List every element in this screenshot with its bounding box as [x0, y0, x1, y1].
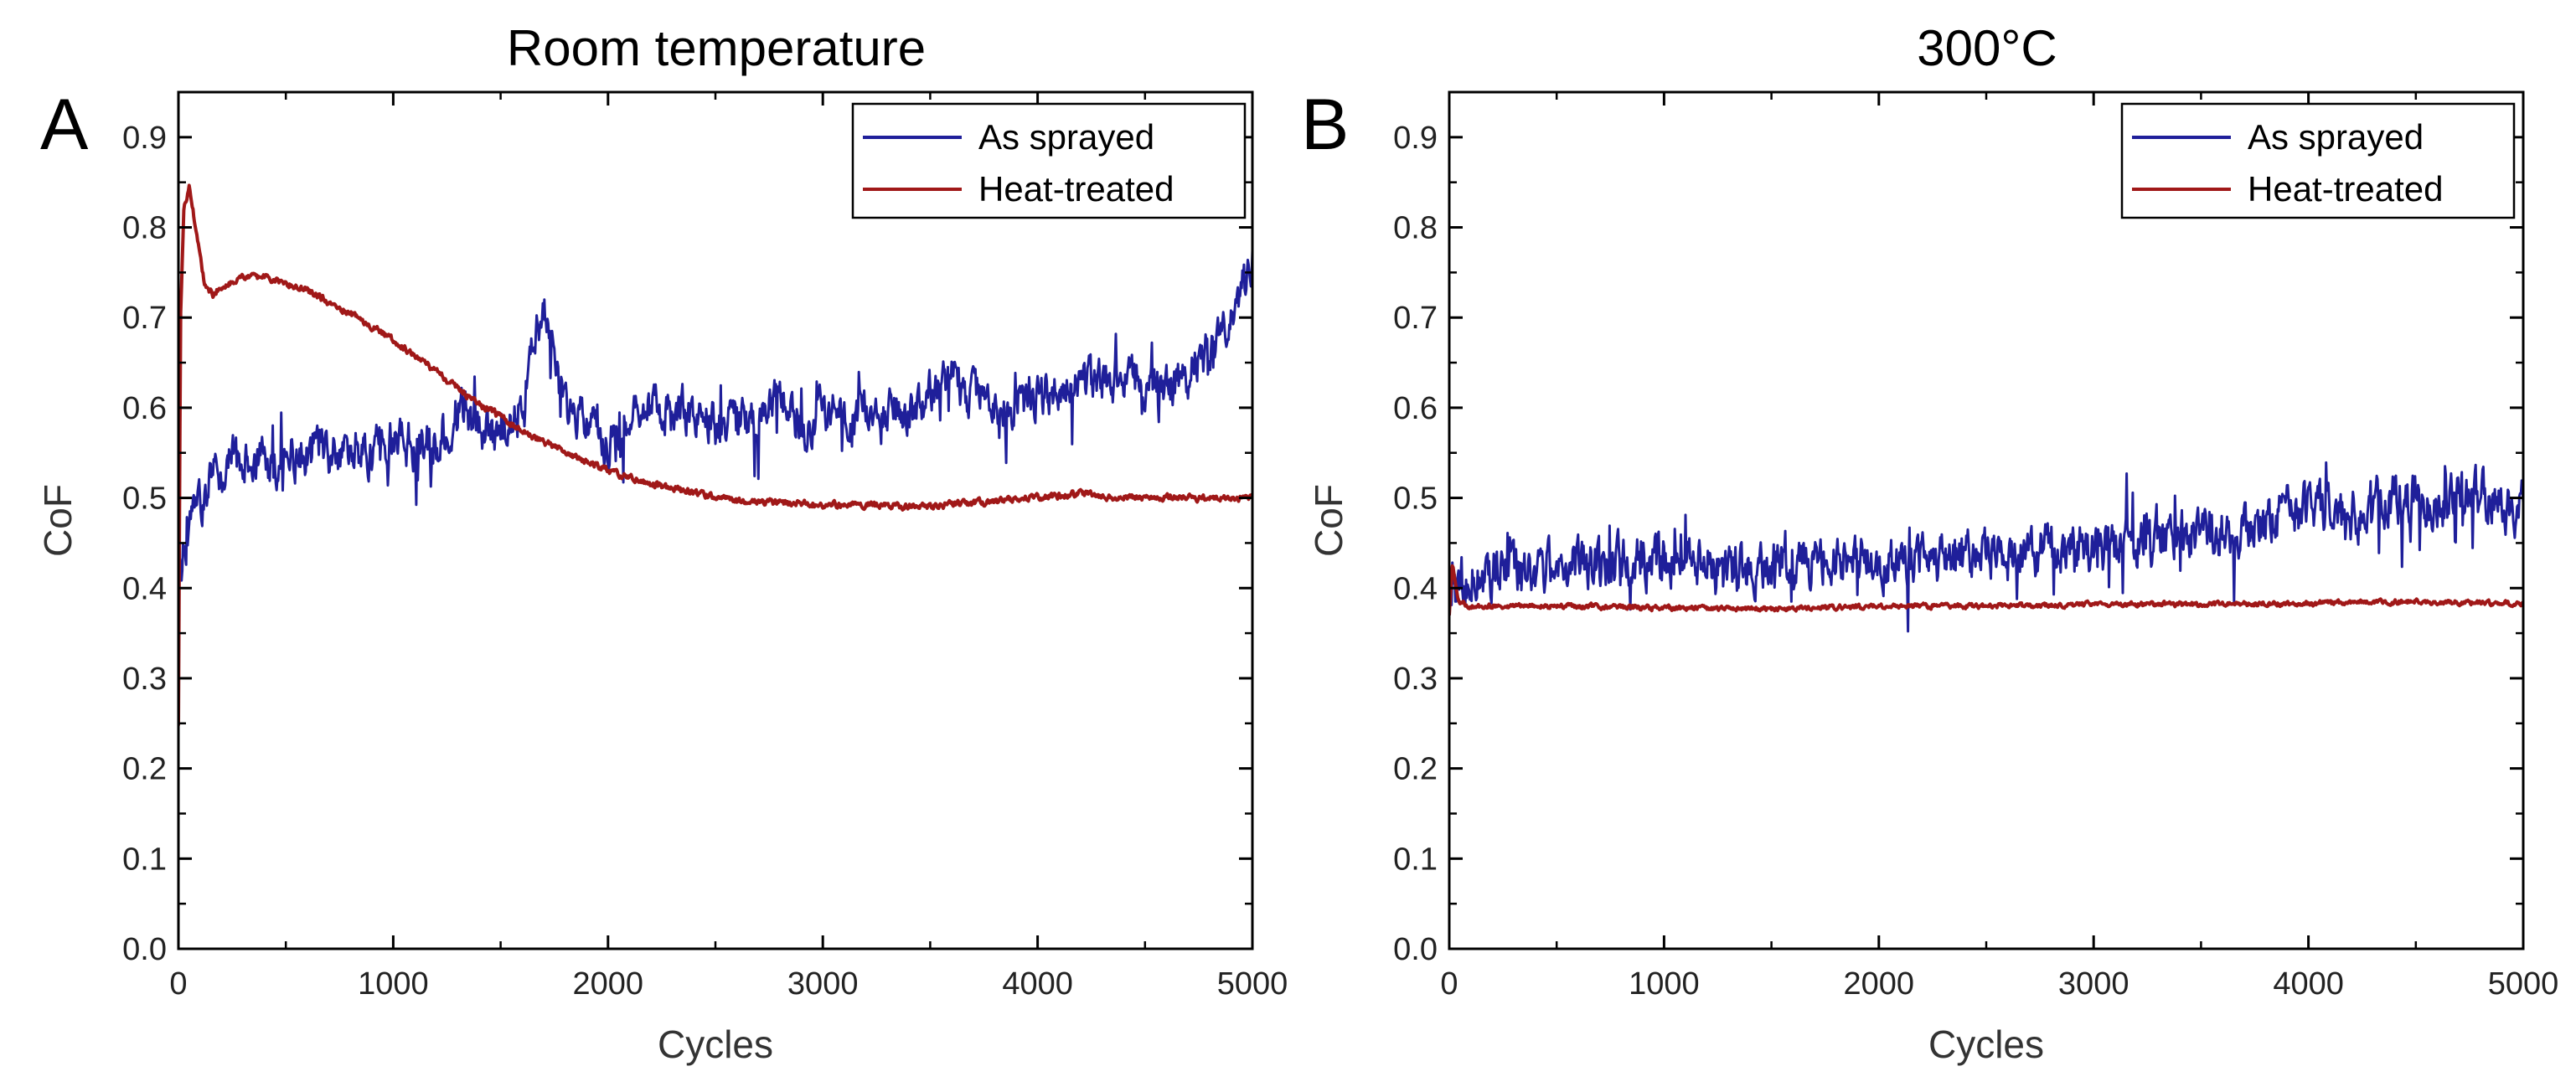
panel-a-x-tick-label: 2000: [573, 966, 644, 1002]
panel-b-legend-box: [2120, 102, 2516, 219]
panel-a-legend: As sprayed Heat-treated: [851, 102, 1247, 219]
panel-a-y-tick-label: 0.4: [122, 571, 167, 606]
panel-a-y-axis-title: CoF: [36, 484, 80, 557]
panel-b-x-tick-label: 5000: [2488, 966, 2559, 1002]
panel-a-y-tick-label: 0.1: [122, 842, 167, 877]
panel-b-series-heat-treated-line: [1449, 564, 2523, 616]
panel-a-legend-label-heat-treated: Heat-treated: [978, 169, 1174, 209]
panel-a-series-as-sprayed-line: [178, 250, 1252, 613]
panel-b-legend-label-as-sprayed: As sprayed: [2248, 117, 2424, 157]
panel-b-x-tick-label: 4000: [2273, 966, 2344, 1002]
panel-a-legend-box: [851, 102, 1247, 219]
panel-a-x-axis-title: Cycles: [658, 1022, 773, 1066]
panel-a-letter: A: [40, 85, 89, 165]
panel-b-y-tick-label: 0.1: [1393, 842, 1438, 877]
panel-b-y-tick-label: 0.6: [1393, 391, 1438, 426]
panel-a-y-tick-label: 0.3: [122, 662, 167, 697]
panel-a-title: Room temperature: [507, 20, 926, 76]
panel-b-y-tick-label: 0.0: [1393, 932, 1438, 967]
panel-b-title: 300°C: [1917, 20, 2057, 76]
panel-a-series-heat-treated-line: [178, 183, 1252, 726]
panel-a-y-tick-label: 0.0: [122, 932, 167, 967]
panel-a-x-tick-label: 0: [169, 966, 187, 1002]
panel-b-y-tick-label: 0.3: [1393, 662, 1438, 697]
panel-a-y-tick-label: 0.8: [122, 211, 167, 246]
panel-b: 300°C B 0 1000 2000 3000 4000 5000 0.0 0.1 0.2 0.3 0…: [1301, 20, 2558, 1066]
panel-b-x-tick-label: 3000: [2058, 966, 2129, 1002]
panel-a-x-tick-label: 1000: [358, 966, 429, 1002]
panel-b-y-tick-label: 0.8: [1393, 211, 1438, 246]
panel-a-y-tick-label: 0.2: [122, 752, 167, 787]
panel-b-y-tick-label: 0.4: [1393, 571, 1438, 606]
panel-b-letter: B: [1301, 85, 1349, 165]
panel-a-x-tick-label: 5000: [1217, 966, 1288, 1002]
panel-a-plot-frame: [177, 90, 1254, 950]
panel-a-x-tick-label: 3000: [787, 966, 859, 1002]
panel-b-x-tick-label: 0: [1440, 966, 1458, 1002]
panel-a-legend-label-as-sprayed: As sprayed: [978, 117, 1154, 157]
panel-a-y-tick-label: 0.5: [122, 482, 167, 517]
panel-a-y-tick-label: 0.9: [122, 121, 167, 156]
panel-a-y-tick-label: 0.6: [122, 391, 167, 426]
panel-b-y-tick-label: 0.5: [1393, 482, 1438, 517]
panel-b-x-tick-label: 2000: [1844, 966, 1915, 1002]
panel-b-legend-label-heat-treated: Heat-treated: [2248, 169, 2443, 209]
panel-b-y-axis-title: CoF: [1307, 484, 1350, 557]
panel-b-y-tick-label: 0.2: [1393, 752, 1438, 787]
panel-b-x-axis-title: Cycles: [1928, 1022, 2044, 1066]
panel-a: Room temperature A 0 1000 2000 3000 4000 5000 0.…: [36, 20, 1288, 1066]
panel-b-y-tick-label: 0.9: [1393, 121, 1438, 156]
panel-b-legend: As sprayed Heat-treated: [2120, 102, 2516, 219]
panel-b-y-tick-label: 0.7: [1393, 301, 1438, 336]
panel-a-x-tick-label: 4000: [1002, 966, 1073, 1002]
panel-b-series-as-sprayed-line: [1449, 461, 2523, 633]
panel-b-x-tick-label: 1000: [1629, 966, 1700, 1002]
panel-a-y-tick-label: 0.7: [122, 301, 167, 336]
